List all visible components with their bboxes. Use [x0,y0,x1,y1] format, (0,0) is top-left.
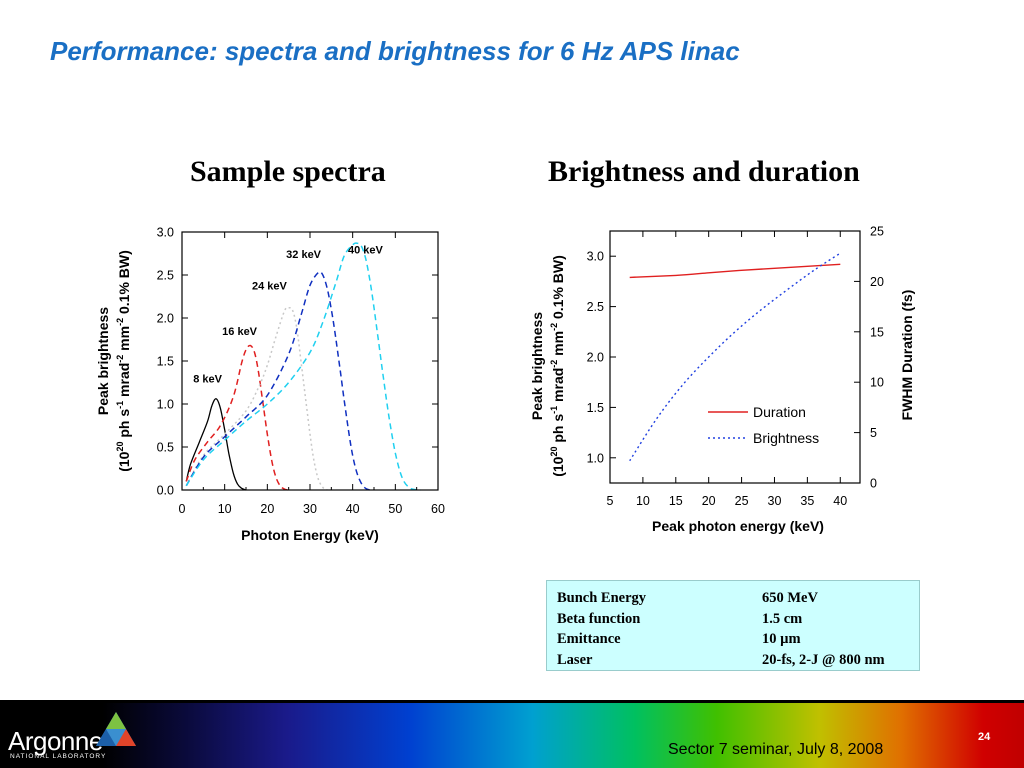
brightness-y-axis-label: Peak brightness [529,312,545,420]
y-tick-label: 2.5 [157,269,174,283]
x-tick-label: 30 [303,502,317,516]
spectrum-series-32-kev [185,270,370,491]
parameter-label: Beta function [557,610,641,627]
spectrum-series-40-kev [185,242,421,491]
spectrum-annotation: 40 keV [348,245,384,257]
x-tick-label: 35 [800,494,814,508]
y-tick-label: 1.0 [157,398,174,412]
x-tick-label: 10 [218,502,232,516]
y-tick-label: 3.0 [157,226,174,240]
right-y-tick-label: 15 [870,325,884,339]
y-tick-label: 1.5 [587,401,604,415]
brightness-legend: Duration Brightness [708,404,819,446]
parameter-row: Emittance 10 µm [557,629,909,650]
duration-y-axis-label: FWHM Duration (fs) [899,290,915,421]
parameter-row: Bunch Energy 650 MeV [557,588,909,609]
page-number: 24 [978,731,991,743]
x-tick-label: 0 [179,502,186,516]
spectrum-series-16-kev [185,344,289,491]
y-tick-label: 2.0 [157,312,174,326]
x-tick-label: 30 [768,494,782,508]
spectrum-series-24-kev [185,306,328,491]
right-y-tick-label: 10 [870,376,884,390]
parameter-row: Beta function 1.5 cm [557,609,909,630]
y-tick-label: 2.5 [587,300,604,314]
y-tick-label: 3.0 [587,250,604,264]
parameter-value: 10 µm [762,631,801,647]
slide-title: Performance: spectra and brightness for … [50,36,740,66]
parameter-value: 20-fs, 2-J @ 800 nm [762,651,885,668]
y-tick-label: 1.5 [157,355,174,369]
right-y-tick-label: 20 [870,275,884,289]
parameter-label: Emittance [557,631,621,647]
x-tick-label: 60 [431,502,445,516]
brightness-plot-frame [609,230,861,484]
x-tick-label: 50 [388,502,402,516]
parameter-label: Bunch Energy [557,590,647,606]
right-panel-title: Brightness and duration [548,155,860,188]
x-tick-label: 15 [669,494,683,508]
spectrum-series-8-kev [185,398,247,491]
legend-label-brightness: Brightness [753,430,819,446]
right-y-tick-label: 5 [870,426,877,440]
footer-divider [0,700,1024,704]
argonne-logo-icon [96,712,136,746]
x-tick-label: 10 [636,494,650,508]
argonne-logo-subtitle: NATIONAL LABORATORY [10,753,107,760]
y-tick-label: 2.0 [587,351,604,365]
footer-note: Sector 7 seminar, July 8, 2008 [668,741,884,758]
argonne-logo: Argonne [8,726,103,756]
left-panel-title: Sample spectra [190,155,386,188]
spectra-x-axis-label: Photon Energy (keV) [241,527,379,543]
spectra-y-axis-units: (1020 ph s-1 mrad-2 mm-2 0.1% BW) [115,250,132,472]
x-tick-label: 25 [735,494,749,508]
spectrum-annotation: 32 keV [286,249,322,261]
y-tick-label: 0.5 [157,441,174,455]
series-duration [629,263,841,279]
x-tick-label: 40 [833,494,847,508]
x-tick-label: 40 [346,502,360,516]
parameters-table: Bunch Energy 650 MeV Beta function 1.5 cm … [546,580,920,671]
parameter-value: 650 MeV [762,590,818,606]
spectrum-annotation: 24 keV [252,281,288,293]
x-tick-label: 5 [607,494,614,508]
right-y-tick-label: 0 [870,477,877,491]
spectrum-annotation: 8 keV [193,374,222,386]
series-brightness [629,252,841,462]
spectra-y-axis-label: Peak brightness [95,307,111,415]
parameter-value: 1.5 cm [762,610,803,627]
brightness-y-axis-units: (1020 ph s-1 mrad-2 mm-2 0.1% BW) [549,255,566,477]
y-tick-label: 0.0 [157,484,174,498]
brightness-x-axis-label: Peak photon energy (keV) [652,518,824,534]
parameter-label: Laser [557,651,593,668]
footer-bar [0,703,1024,768]
y-tick-label: 1.0 [587,451,604,465]
parameter-row: Laser 20-fs, 2-J @ 800 nm [557,650,909,671]
x-tick-label: 20 [702,494,716,508]
legend-label-duration: Duration [753,404,806,420]
x-tick-label: 20 [260,502,274,516]
spectrum-annotation: 16 keV [222,326,258,338]
right-y-tick-label: 25 [870,225,884,239]
